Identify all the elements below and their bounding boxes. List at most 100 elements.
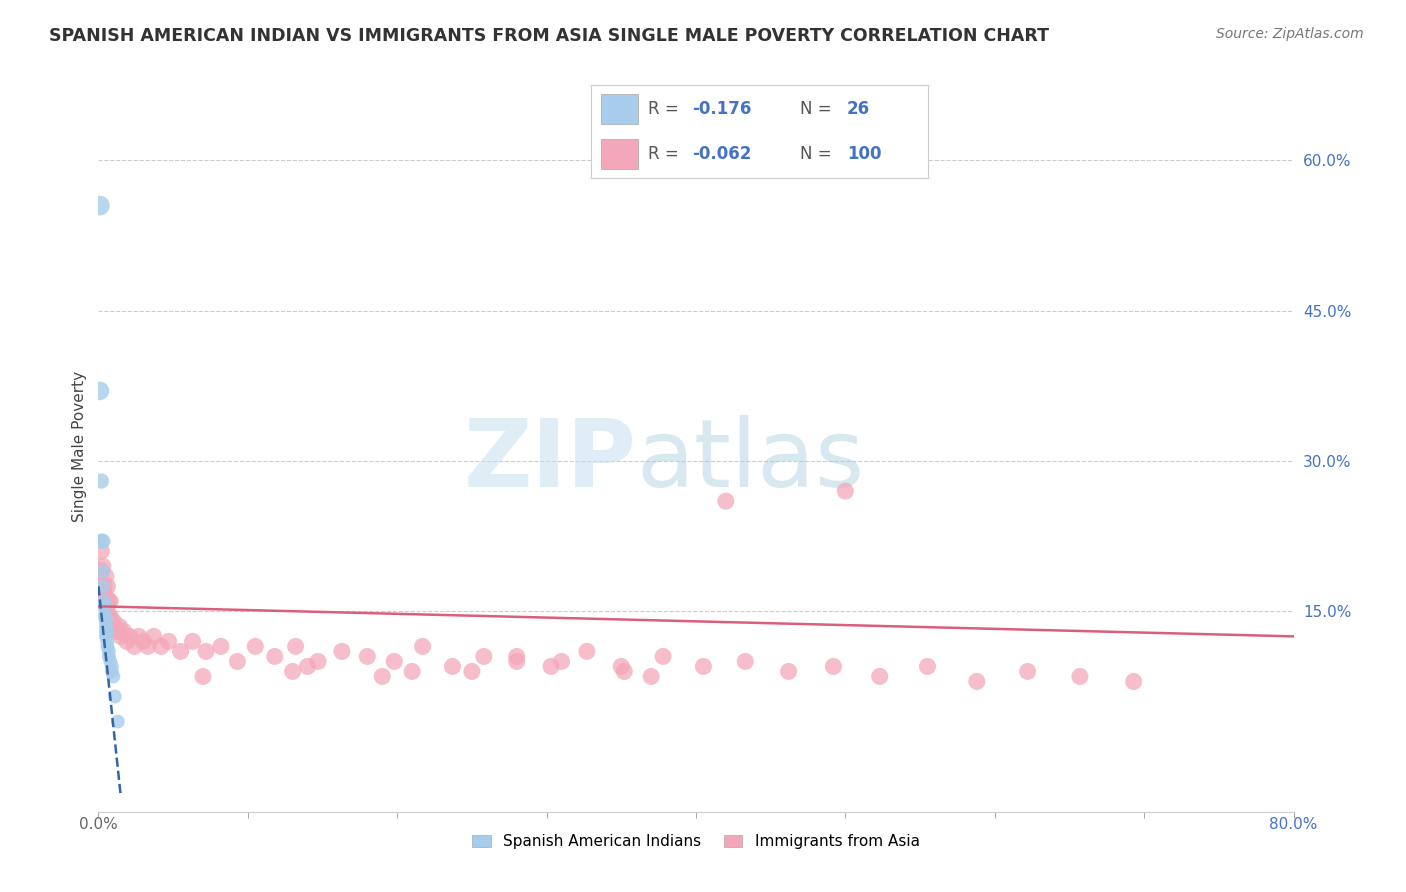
- Text: R =: R =: [648, 145, 679, 163]
- Point: [209, 640, 232, 654]
- Point: [714, 494, 737, 508]
- Text: atlas: atlas: [637, 415, 865, 507]
- Text: Source: ZipAtlas.com: Source: ZipAtlas.com: [1216, 27, 1364, 41]
- Point: [412, 640, 434, 654]
- Point: [93, 589, 115, 603]
- Point: [98, 594, 122, 608]
- Text: -0.176: -0.176: [692, 100, 751, 118]
- Y-axis label: Single Male Poverty: Single Male Poverty: [72, 370, 87, 522]
- Point: [91, 564, 114, 578]
- Text: 0.0%: 0.0%: [79, 817, 118, 831]
- Point: [734, 655, 756, 669]
- Point: [1069, 669, 1091, 683]
- Point: [103, 669, 125, 683]
- Point: [297, 659, 319, 673]
- Point: [181, 634, 204, 648]
- Point: [195, 644, 218, 658]
- Point: [245, 640, 267, 654]
- Point: [96, 624, 118, 639]
- Point: [441, 659, 464, 673]
- Point: [356, 649, 378, 664]
- Point: [226, 655, 249, 669]
- Point: [136, 640, 159, 654]
- Point: [89, 564, 111, 578]
- Point: [307, 655, 329, 669]
- Point: [112, 624, 135, 639]
- Point: [834, 484, 856, 499]
- Point: [157, 634, 180, 648]
- Point: [132, 634, 155, 648]
- Point: [89, 384, 111, 398]
- Point: [461, 665, 484, 679]
- Point: [108, 619, 131, 633]
- Bar: [600, 95, 638, 124]
- Point: [613, 665, 636, 679]
- Point: [284, 640, 307, 654]
- Point: [98, 609, 122, 624]
- Point: [652, 649, 675, 664]
- Point: [105, 624, 128, 639]
- Point: [540, 659, 562, 673]
- Point: [110, 629, 132, 643]
- Point: [96, 579, 118, 593]
- Point: [115, 634, 138, 648]
- Point: [401, 665, 423, 679]
- Point: [640, 669, 662, 683]
- Point: [107, 714, 129, 729]
- Point: [778, 665, 800, 679]
- Point: [869, 669, 891, 683]
- Point: [1122, 674, 1144, 689]
- Point: [97, 594, 120, 608]
- Point: [94, 624, 117, 639]
- Point: [91, 584, 114, 599]
- Point: [91, 534, 114, 549]
- Point: [96, 599, 118, 614]
- Point: [94, 569, 117, 583]
- Point: [94, 629, 117, 643]
- Point: [104, 690, 127, 704]
- Point: [96, 640, 118, 654]
- Point: [150, 640, 173, 654]
- Point: [90, 474, 112, 488]
- Point: [823, 659, 845, 673]
- Point: [550, 655, 572, 669]
- Point: [124, 640, 146, 654]
- Point: [89, 198, 111, 212]
- Text: 100: 100: [846, 145, 882, 163]
- Point: [94, 615, 117, 629]
- Point: [94, 599, 117, 614]
- Point: [128, 629, 150, 643]
- Point: [575, 644, 598, 658]
- Point: [101, 619, 124, 633]
- Point: [101, 665, 124, 679]
- Point: [94, 609, 117, 624]
- Point: [610, 659, 633, 673]
- Point: [98, 655, 122, 669]
- Point: [101, 659, 124, 673]
- Point: [93, 594, 115, 608]
- Point: [96, 634, 118, 648]
- Bar: [600, 139, 638, 169]
- Point: [93, 609, 115, 624]
- Point: [91, 579, 114, 593]
- Point: [330, 644, 353, 658]
- Point: [917, 659, 939, 673]
- Point: [281, 665, 304, 679]
- Text: ZIP: ZIP: [464, 415, 637, 507]
- Point: [104, 619, 127, 633]
- Point: [101, 615, 124, 629]
- Text: 80.0%: 80.0%: [1270, 817, 1317, 831]
- Text: 26: 26: [846, 100, 870, 118]
- Point: [263, 649, 285, 664]
- Point: [103, 615, 125, 629]
- Point: [506, 655, 529, 669]
- Point: [191, 669, 214, 683]
- Point: [692, 659, 714, 673]
- Text: SPANISH AMERICAN INDIAN VS IMMIGRANTS FROM ASIA SINGLE MALE POVERTY CORRELATION : SPANISH AMERICAN INDIAN VS IMMIGRANTS FR…: [49, 27, 1049, 45]
- Legend: Spanish American Indians, Immigrants from Asia: Spanish American Indians, Immigrants fro…: [467, 828, 925, 855]
- Point: [90, 534, 112, 549]
- Point: [90, 579, 112, 593]
- Point: [472, 649, 495, 664]
- Text: -0.062: -0.062: [692, 145, 751, 163]
- Point: [97, 609, 120, 624]
